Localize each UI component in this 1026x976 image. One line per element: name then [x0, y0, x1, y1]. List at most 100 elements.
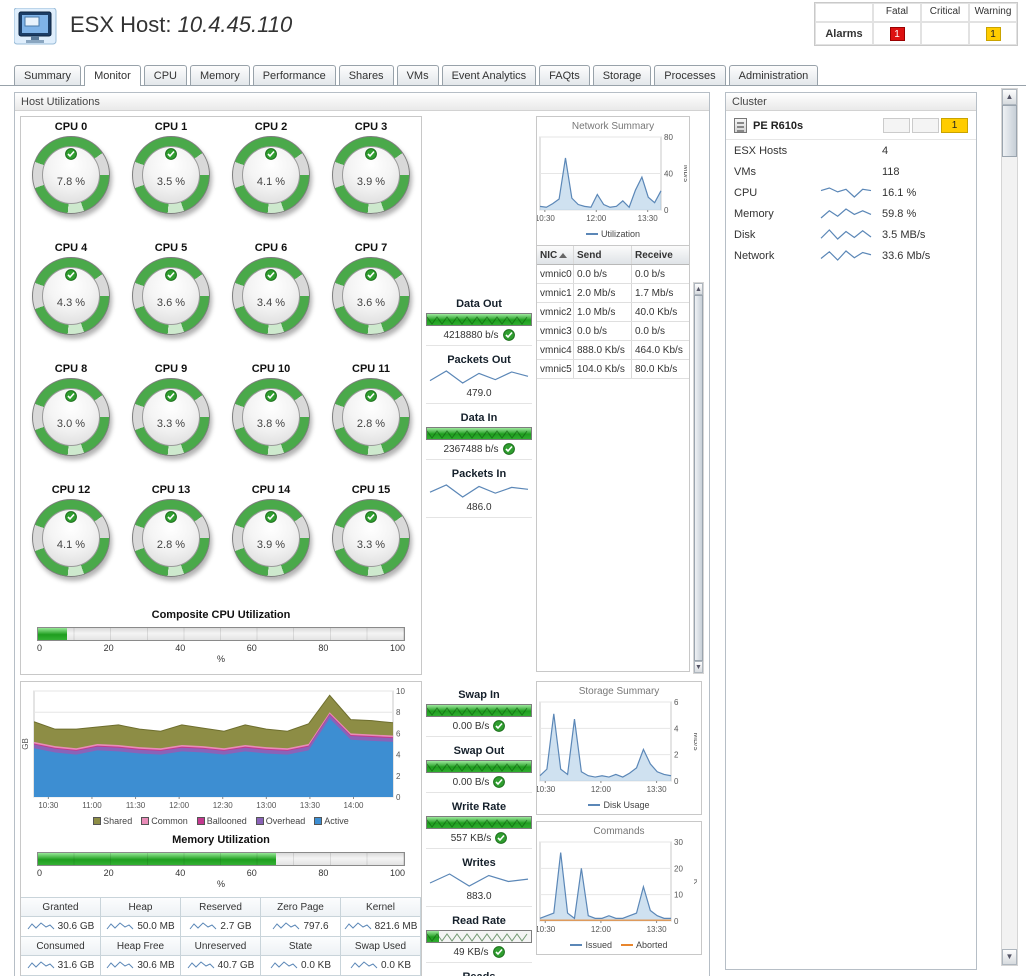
tab-vms[interactable]: VMs [396, 65, 439, 85]
send-col-header[interactable]: Send [574, 246, 632, 264]
cpu-grid: CPU 0 7.8 % [21, 117, 421, 601]
cpu-gauge-dial[interactable]: 3.5 % [132, 136, 210, 214]
scrollbar-thumb[interactable] [1002, 105, 1017, 157]
cpu-gauge-dial[interactable]: 4.3 % [32, 257, 110, 335]
ok-icon [265, 148, 277, 160]
cpu-gauge[interactable]: CPU 2 4.1 % [221, 117, 321, 238]
alarms-row-label: Alarms [815, 22, 873, 45]
inner-scrollbar[interactable]: ▲ ▼ [693, 282, 704, 674]
cpu-gauge[interactable]: CPU 14 3.9 % [221, 480, 321, 601]
cpu-gauge-dial[interactable]: 3.9 % [232, 499, 310, 577]
tab-cpu[interactable]: CPU [143, 65, 187, 85]
fatal-count-cell[interactable]: 1 [873, 22, 921, 45]
svg-text:20: 20 [674, 864, 683, 873]
cpu-gauge[interactable]: CPU 7 3.6 % [321, 238, 421, 359]
axis-tick: 0 [37, 643, 43, 653]
composite-cpu-utilization: Composite CPU Utilization 0 20 40 60 80 100 % [21, 601, 421, 666]
tab-shares[interactable]: Shares [338, 65, 394, 85]
cpu-gauge[interactable]: CPU 6 3.4 % [221, 238, 321, 359]
nic-name: vmnic1 [537, 284, 574, 302]
storage-summary-title: Storage Summary [578, 686, 660, 697]
cpu-gauge[interactable]: CPU 9 3.3 % [121, 359, 221, 480]
tab-faqts[interactable]: FAQts [539, 65, 590, 85]
scrollbar-thumb[interactable] [694, 295, 703, 661]
cpu-gauge[interactable]: CPU 13 2.8 % [121, 480, 221, 601]
nic-col-header[interactable]: NIC [537, 246, 574, 264]
cpu-gauge[interactable]: CPU 4 4.3 % [21, 238, 121, 359]
cpu-gauge[interactable]: CPU 12 4.1 % [21, 480, 121, 601]
scroll-up-button[interactable]: ▲ [694, 283, 703, 295]
cpu-gauge-dial[interactable]: 2.8 % [332, 378, 410, 456]
critical-count-cell[interactable] [921, 22, 969, 45]
cpu-gauge[interactable]: CPU 15 3.3 % [321, 480, 421, 601]
nic-table-row[interactable]: vmnic3 0.0 b/s 0.0 b/s [537, 322, 689, 341]
nic-table: NIC Send Receive vmnic0 0.0 b/s [537, 245, 689, 379]
cluster-cpu-label: CPU [734, 186, 758, 199]
cluster-memory-sparkline [820, 208, 872, 219]
scroll-down-button[interactable]: ▼ [1002, 949, 1017, 965]
svg-text:40: 40 [664, 170, 673, 179]
cpu-gauge-dial[interactable]: 3.8 % [232, 378, 310, 456]
scroll-up-button[interactable]: ▲ [1002, 89, 1017, 105]
cluster-critical-cell[interactable] [912, 118, 939, 133]
cpu-gauge-dial[interactable]: 3.6 % [132, 257, 210, 335]
tab-storage[interactable]: Storage [592, 65, 652, 85]
cpu-gauge-dial[interactable]: 3.3 % [132, 378, 210, 456]
cpu-gauge[interactable]: CPU 11 2.8 % [321, 359, 421, 480]
cpu-gauge-dial[interactable]: 4.1 % [232, 136, 310, 214]
cluster-disk-label: Disk [734, 228, 756, 241]
vms-value: 118 [882, 165, 900, 178]
cpu-gauge[interactable]: CPU 8 3.0 % [21, 359, 121, 480]
tab-memory[interactable]: Memory [189, 65, 250, 85]
packets-out-label: Packets Out [447, 354, 511, 366]
nic-name: vmnic4 [537, 341, 574, 359]
tab-monitor[interactable]: Monitor [84, 65, 141, 86]
alarms-col-warning: Warning [969, 3, 1017, 22]
cpu-gauge-dial[interactable]: 3.9 % [332, 136, 410, 214]
cpu-gauge-name: CPU 8 [54, 363, 88, 375]
nic-table-row[interactable]: vmnic5 104.0 Kb/s 80.0 Kb/s [537, 360, 689, 379]
cpu-gauge-value: 3.6 % [356, 297, 386, 309]
cpu-gauge-dial[interactable]: 7.8 % [32, 136, 110, 214]
writes-label: Writes [462, 857, 496, 869]
cluster-host-row[interactable]: PE R610s 1 [726, 111, 976, 140]
nic-table-row[interactable]: vmnic2 1.0 Mb/s 40.0 Kb/s [537, 303, 689, 322]
data-out-flow-indicator [426, 313, 532, 326]
cluster-network-value: 33.6 Mb/s [882, 249, 931, 262]
cpu-gauge-dial[interactable]: 4.1 % [32, 499, 110, 577]
swap-in-flow-indicator [426, 704, 532, 717]
memory-table-value: 797.6 [261, 917, 341, 937]
fatal-count-badge[interactable]: 1 [889, 26, 905, 41]
tab-performance[interactable]: Performance [252, 65, 336, 85]
cpu-gauge-name: CPU 1 [154, 121, 188, 133]
cpu-gauge-dial[interactable]: 3.4 % [232, 257, 310, 335]
cpu-gauge[interactable]: CPU 0 7.8 % [21, 117, 121, 238]
cpu-gauge[interactable]: CPU 5 3.6 % [121, 238, 221, 359]
cpu-gauge[interactable]: CPU 1 3.5 % [121, 117, 221, 238]
swap-in-block: Swap In 0.00 B/s [426, 689, 532, 737]
nic-table-row[interactable]: vmnic1 2.0 Mb/s 1.7 Mb/s [537, 284, 689, 303]
scroll-down-button[interactable]: ▼ [694, 661, 703, 673]
warning-count-badge[interactable]: 1 [985, 26, 1001, 41]
tab-administration[interactable]: Administration [728, 65, 819, 85]
scrollbar-track[interactable] [1002, 157, 1017, 949]
cpu-gauge-dial[interactable]: 3.3 % [332, 499, 410, 577]
cluster-warning-cell[interactable]: 1 [941, 118, 968, 133]
cpu-gauge[interactable]: CPU 3 3.9 % [321, 117, 421, 238]
tab-processes[interactable]: Processes [654, 65, 726, 85]
nic-table-row[interactable]: vmnic0 0.0 b/s 0.0 b/s [537, 265, 689, 284]
cluster-name[interactable]: PE R610s [753, 119, 804, 132]
cpu-gauge-dial[interactable]: 3.6 % [332, 257, 410, 335]
tab-event-analytics[interactable]: Event Analytics [441, 65, 537, 85]
cpu-gauge-dial[interactable]: 2.8 % [132, 499, 210, 577]
cluster-fatal-cell[interactable] [883, 118, 910, 133]
svg-text:11:00: 11:00 [82, 801, 102, 810]
main-scrollbar[interactable]: ▲ ▼ [1001, 88, 1018, 966]
receive-col-header[interactable]: Receive [635, 250, 673, 261]
nic-table-row[interactable]: vmnic4 888.0 Kb/s 464.0 Kb/s [537, 341, 689, 360]
cpu-gauge[interactable]: CPU 10 3.8 % [221, 359, 321, 480]
memory-table-header: Zero Page [261, 898, 341, 917]
tab-summary[interactable]: Summary [14, 65, 82, 85]
cpu-gauge-dial[interactable]: 3.0 % [32, 378, 110, 456]
warning-count-cell[interactable]: 1 [969, 22, 1017, 45]
